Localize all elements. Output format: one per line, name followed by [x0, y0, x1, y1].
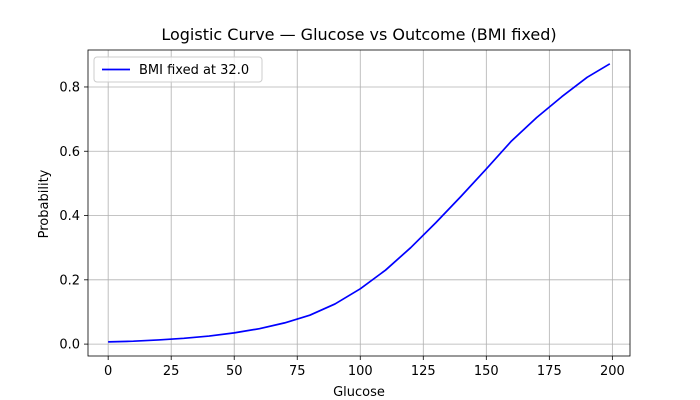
- x-tick-label: 50: [226, 364, 243, 379]
- series-line: [108, 63, 611, 343]
- x-tick-label: 150: [474, 364, 499, 379]
- chart-title: Logistic Curve — Glucose vs Outcome (BMI…: [161, 25, 556, 44]
- legend: BMI fixed at 32.0: [93, 56, 263, 83]
- y-tick-label: 0.6: [59, 145, 80, 160]
- x-axis-label: Glucose: [333, 385, 385, 400]
- x-tick-label: 25: [163, 364, 180, 379]
- y-tick-label: 0.4: [59, 209, 80, 224]
- x-tick-label: 100: [348, 364, 373, 379]
- x-tick-label: 175: [537, 364, 562, 379]
- x-tick-label: 0: [104, 364, 112, 379]
- x-tick-label: 200: [600, 364, 625, 379]
- axis-ticks: 0 25 50 75 100 125 150 175 200 0.0 0.2 0.4 0.6 0.8: [59, 80, 624, 379]
- x-tick-label: 125: [411, 364, 436, 379]
- legend-label: BMI fixed at 32.0: [139, 63, 249, 78]
- y-axis-label: Probability: [37, 169, 52, 238]
- legend-box: [93, 56, 263, 83]
- x-tick-label: 75: [289, 364, 306, 379]
- y-tick-label: 0.2: [59, 273, 80, 288]
- series-layer: [108, 63, 611, 343]
- y-tick-label: 0.8: [59, 80, 80, 95]
- y-tick-label: 0.0: [59, 338, 80, 353]
- grid-lines: [88, 50, 630, 356]
- plot-frame: [87, 49, 631, 357]
